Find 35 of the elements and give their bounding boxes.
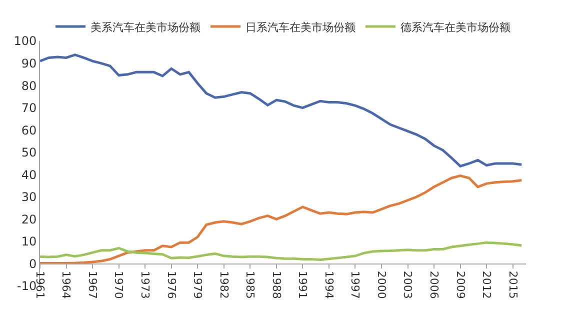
y-tick-label: 50: [21, 146, 37, 160]
x-tick-label: 1982: [217, 270, 230, 299]
x-tick-label: 1973: [138, 270, 152, 299]
y-tick-label: 90: [21, 56, 37, 70]
x-tick-label: 1991: [296, 270, 310, 299]
x-tick-label: 1988: [270, 270, 283, 299]
x-tick-label: 1970: [112, 270, 126, 299]
y-tick-label: 80: [21, 78, 37, 93]
x-tick-label: 2000: [374, 270, 388, 299]
y-tick-label: 70: [21, 101, 37, 116]
legend-label: 德系汽车在美市场份额: [400, 20, 510, 34]
x-tick-label: 1967: [86, 270, 99, 299]
y-tick-label: 10: [21, 234, 37, 249]
x-tick-label: 1979: [191, 270, 204, 299]
x-tick-label: 1997: [348, 270, 362, 299]
x-tick-label: 2006: [427, 270, 440, 299]
x-tick-label: 2012: [480, 270, 494, 299]
y-tick-label: 20: [21, 212, 37, 226]
y-tick-label: 0: [28, 256, 37, 271]
x-tick-label: 1994: [322, 270, 336, 299]
x-tick-label: 2009: [454, 270, 467, 299]
x-tick-label: 1985: [244, 270, 257, 299]
y-tick-label: 60: [21, 123, 37, 138]
y-tick-label: 40: [21, 168, 37, 182]
legend-label: 美系汽车在美市场份额: [90, 20, 200, 34]
x-tick-label: 2003: [401, 270, 414, 299]
line-series: [40, 174, 523, 265]
line-series: [40, 241, 523, 261]
x-tick-label: 1964: [60, 270, 73, 299]
line-series: [40, 54, 523, 168]
x-tick-label: 1976: [164, 270, 178, 299]
y-tick-label: 100: [14, 34, 37, 48]
x-tick-label: 2015: [506, 270, 520, 299]
y-tick-label: 30: [21, 190, 37, 204]
legend-label: 日系汽车在美市场份额: [246, 20, 356, 34]
